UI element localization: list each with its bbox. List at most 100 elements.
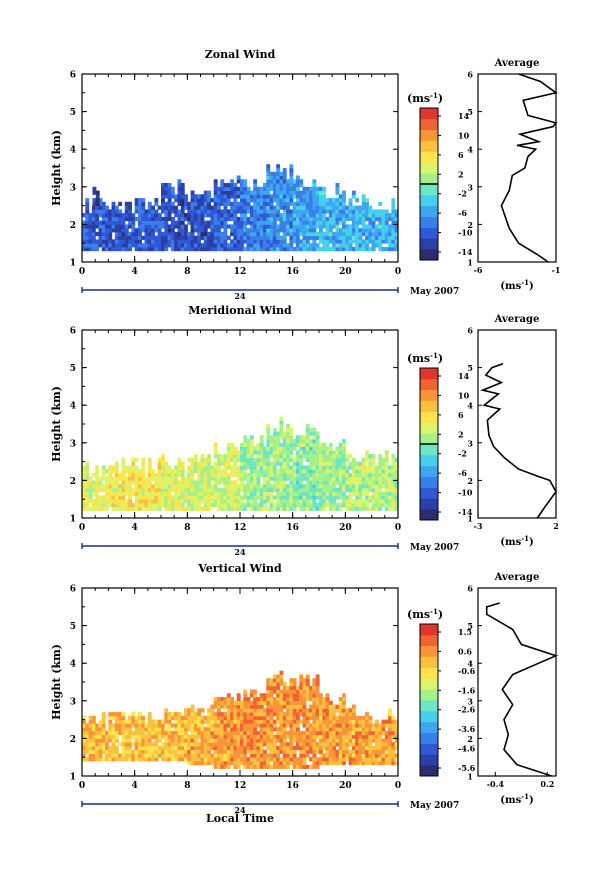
heatmap-cell xyxy=(184,715,188,720)
heatmap-cell xyxy=(342,742,346,747)
heatmap-cell xyxy=(394,469,398,474)
heatmap-cell xyxy=(305,457,310,462)
heatmap-cell xyxy=(279,742,284,747)
heatmap-cell xyxy=(289,201,294,206)
profile-y-tick-label: 3 xyxy=(467,438,473,448)
heatmap-cell xyxy=(259,742,264,747)
heatmap-cell xyxy=(141,484,146,489)
heatmap-cell xyxy=(213,454,218,459)
colorbar-swatch xyxy=(420,129,438,141)
heatmap-cell xyxy=(272,457,277,462)
heatmap-cell xyxy=(154,499,159,504)
heatmap-cell xyxy=(249,442,254,447)
heatmap-cell xyxy=(256,205,261,210)
heatmap-cell xyxy=(319,224,323,229)
heatmap-cell xyxy=(309,749,313,754)
heatmap-cell xyxy=(309,697,313,702)
heatmap-cell xyxy=(345,487,350,493)
heatmap-cell xyxy=(207,465,211,470)
heatmap-cell xyxy=(226,700,231,705)
heatmap-cell xyxy=(338,487,343,493)
heatmap-cell xyxy=(164,753,169,758)
heatmap-cell xyxy=(157,216,162,222)
heatmap-cell xyxy=(230,243,234,248)
heatmap-cell xyxy=(200,487,205,493)
heatmap-cell xyxy=(338,198,343,203)
heatmap-cell xyxy=(256,469,261,474)
heatmap-cell xyxy=(322,480,327,485)
heatmap-cell xyxy=(322,697,327,702)
heatmap-cell xyxy=(220,201,225,206)
heatmap-cell xyxy=(240,730,244,736)
heatmap-cell xyxy=(368,235,373,240)
heatmap-cell xyxy=(292,209,297,214)
colorbar-tick-label: 0.6 xyxy=(458,646,472,656)
heatmap-cell xyxy=(378,231,383,237)
heatmap-cell xyxy=(82,499,86,504)
heatmap-cell xyxy=(243,454,248,459)
heatmap-cell xyxy=(226,487,231,493)
heatmap-cell xyxy=(394,727,398,732)
heatmap-cell xyxy=(305,719,310,724)
heatmap-cell xyxy=(180,749,185,754)
heatmap-cell xyxy=(197,228,202,233)
heatmap-cell xyxy=(351,715,356,720)
profile-y-tick-label: 3 xyxy=(467,696,473,706)
heatmap-cell xyxy=(338,719,343,724)
heatmap-cell xyxy=(322,712,327,717)
heatmap-cell xyxy=(272,476,277,481)
heatmap-cell xyxy=(259,209,264,214)
heatmap-cell xyxy=(319,469,323,474)
heatmap-cell xyxy=(101,734,106,739)
heatmap-cell xyxy=(378,243,383,248)
heatmap-cell xyxy=(213,719,218,724)
heatmap-cell xyxy=(138,745,142,751)
heatmap-cell xyxy=(180,469,185,474)
heatmap-cell xyxy=(118,487,123,493)
heatmap-cell xyxy=(167,719,172,724)
heatmap-cell xyxy=(128,753,132,758)
heatmap-cell xyxy=(394,730,398,736)
heatmap-cell xyxy=(236,231,241,237)
heatmap-cell xyxy=(272,431,277,436)
heatmap-cell xyxy=(108,235,113,240)
heatmap-cell xyxy=(190,715,195,720)
heatmap-cell xyxy=(272,749,277,754)
heatmap-cell xyxy=(230,472,234,478)
heatmap-cell xyxy=(177,201,182,206)
heatmap-cell xyxy=(233,749,238,754)
heatmap-cell xyxy=(302,742,307,747)
heatmap-cell xyxy=(322,730,327,736)
heatmap-cell xyxy=(272,171,277,176)
heatmap-cell xyxy=(223,476,228,481)
heatmap-cell xyxy=(328,480,333,485)
heatmap-cell xyxy=(266,442,271,447)
heatmap-cell xyxy=(147,712,152,717)
heatmap-cell xyxy=(236,719,241,724)
heatmap-cell xyxy=(371,738,376,743)
heatmap-cell xyxy=(118,484,123,489)
heatmap-cell xyxy=(351,753,356,758)
heatmap-cell xyxy=(361,753,366,758)
heatmap-cell xyxy=(259,719,264,724)
heatmap-cell xyxy=(305,689,310,694)
heatmap-cell xyxy=(272,216,277,222)
heatmap-cell xyxy=(276,461,281,466)
heatmap-cell xyxy=(292,469,297,474)
heatmap-cell xyxy=(282,503,287,508)
heatmap-cell xyxy=(381,753,386,758)
heatmap-cell xyxy=(292,201,297,206)
heatmap-cell xyxy=(378,495,383,500)
heatmap-column xyxy=(161,708,188,762)
heatmap-cell xyxy=(220,213,225,218)
heatmap-cell xyxy=(200,757,205,762)
heatmap-cell xyxy=(197,480,202,485)
heatmap-cell xyxy=(180,198,185,203)
heatmap-cell xyxy=(259,700,264,705)
heatmap-cell xyxy=(279,693,284,698)
heatmap-cell xyxy=(141,209,146,214)
heatmap-cell xyxy=(134,727,139,732)
heatmap-cell xyxy=(378,499,383,504)
heatmap-cell xyxy=(111,228,116,233)
heatmap-cell xyxy=(351,194,356,199)
